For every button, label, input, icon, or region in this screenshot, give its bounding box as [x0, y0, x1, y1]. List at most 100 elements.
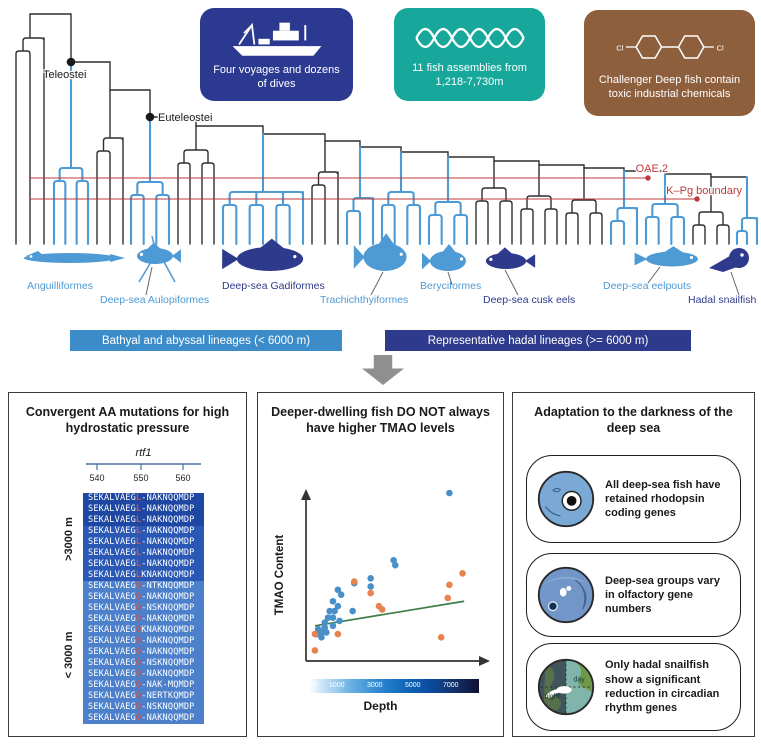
- info-box-voyages-text: Four voyages and dozens of dives: [213, 64, 340, 90]
- tree-clade: [692, 176, 730, 245]
- teleostei-label: Teleostei: [43, 69, 86, 81]
- scatter-point-bathyal_abyssal: [329, 614, 337, 621]
- sequence-alignment: SEKALVAEGL-NAKNQQMDP SEKALVAEGL-NAKNQQMDP…: [83, 493, 204, 724]
- day-night-globe-icon: day night: [537, 658, 595, 716]
- tree-clade-deep-sea-cusk-eels: [475, 160, 513, 245]
- mutated-residue: Q: [135, 592, 142, 602]
- mutated-residue: Q: [135, 702, 142, 712]
- fish-label-deep-sea-eelpouts: Deep-sea eelpouts: [603, 280, 691, 292]
- tree-clade: [345, 145, 375, 246]
- dna-helix-icon: [414, 28, 525, 49]
- fish-label-beryciformes: Beryciformes: [420, 280, 481, 292]
- colorbar-tick-label: 0: [313, 682, 317, 689]
- depth-colorbar: 0 1000 3000 5000 7000: [309, 679, 479, 693]
- tree-clade-hadal-snailfish: [735, 175, 759, 246]
- mutated-residue: Q: [135, 614, 142, 624]
- fish-callout-line: [730, 271, 740, 296]
- colorbar-tick-label: 1000: [329, 682, 345, 689]
- panel-tmao: Deeper-dwelling fish DO NOT always have …: [257, 392, 504, 737]
- tree-clade: [311, 140, 339, 245]
- tree-clade: [520, 164, 558, 245]
- legend-bathyal-label: Bathyal and abyssal lineages (< 6000 m): [101, 334, 311, 347]
- scatter-point-hadal: [444, 594, 452, 602]
- colorbar-tick-label: 3000: [367, 682, 383, 689]
- tree-clade-deep-sea-aulopiformes: [129, 115, 171, 246]
- gene-name: rtf1: [135, 447, 152, 459]
- tree-clade-beryciformes: [427, 155, 469, 246]
- mutated-residue: Q: [135, 636, 142, 646]
- scatter-point-bathyal_abyssal: [391, 561, 399, 569]
- adaptation-item-circadian: day night Only hadal snailfish show a si…: [526, 643, 741, 731]
- group-label-deep: >3000 m: [63, 517, 75, 561]
- colorbar-tick-label: 5000: [405, 682, 421, 689]
- scatter-point-bathyal_abyssal: [321, 619, 329, 626]
- scatter-point-bathyal_abyssal: [326, 607, 333, 615]
- fish-callout-line: [447, 271, 453, 286]
- y-axis-arrow: [301, 489, 311, 500]
- scatter-point-hadal: [311, 647, 319, 654]
- pcb-molecule-icon: Cl Cl: [616, 34, 724, 59]
- alignment-row: SEKALVAEGQ-NTKNQQMDP: [83, 581, 204, 592]
- tree-clade: [15, 13, 45, 245]
- mutated-residue: L: [135, 559, 142, 569]
- alignment-row: SEKALVAEGQ-NSKNQQMDP: [83, 658, 204, 669]
- scatter-point-bathyal_abyssal: [329, 597, 337, 605]
- info-box-assemblies-text: 11 fish assemblies from 1,218-7,730m: [412, 62, 527, 88]
- fish-trachichthyiformes: [353, 233, 407, 271]
- adaptation-text-circadian: Only hadal snailfish show a significant …: [605, 659, 720, 715]
- fish-label-anguilliformes: Anguilliformes: [27, 280, 93, 292]
- tree-clade-trachichthyiformes: [380, 150, 422, 246]
- mutated-residue: L: [135, 537, 142, 547]
- fish-callout-line: [647, 266, 661, 284]
- tree-clade: [565, 167, 603, 245]
- olfactory-fish-icon: [537, 566, 595, 624]
- info-box-chemicals-text: Challenger Deep fish contain toxic indus…: [598, 73, 741, 100]
- alignment-row: SEKALVAEGL-NAKNQQMDP: [83, 515, 204, 526]
- fish-label-deep-sea-aulopiformes: Deep-sea Aulopiformes: [100, 294, 209, 306]
- fish-hadal-snailfish: [709, 248, 749, 272]
- fish-label-trachichthyiformes: Trachichthyiformes: [320, 294, 408, 306]
- alignment-row: SEKALVAEGL-NAKNQQMDP: [83, 526, 204, 537]
- alignment-row: SEKALVAEGQ-NAKNQQMDP: [83, 592, 204, 603]
- mutated-residue: L: [135, 548, 142, 558]
- alignment-row: SEKALVAEGLKNAKNQQMDP: [83, 570, 204, 581]
- alignment-row: SEKALVAEGL-NAKNQQMDP: [83, 548, 204, 559]
- tree-clade-anguilliformes: [52, 60, 90, 246]
- tree-clade: [177, 125, 215, 245]
- mutated-residue: L: [135, 526, 142, 536]
- scatter-point-hadal: [437, 634, 445, 641]
- alignment-row: SEKALVAEGL-NAKNQQMDP: [83, 493, 204, 504]
- info-box-voyages: Four voyages and dozens of dives: [200, 8, 353, 101]
- fish-callout-line: [145, 266, 153, 296]
- tree-clade: [609, 169, 639, 246]
- alignment-row: SEKALVAEGQ-NAKNQQMDP: [83, 647, 204, 658]
- panel-darkness: Adaptation to the darkness of the deep s…: [512, 392, 755, 737]
- mutated-residue: L: [135, 504, 142, 514]
- adaptation-text-rhodopsin: All deep-sea fish have retained rhodopsi…: [605, 478, 721, 520]
- cl-label-left: Cl: [616, 43, 623, 52]
- scatter-point-hadal: [446, 581, 453, 589]
- fish-anguilliformes: [24, 251, 125, 263]
- mutated-residue: Q: [135, 713, 142, 723]
- group-label-shallow: < 3000 m: [63, 631, 75, 679]
- rhodopsin-eye-icon: [537, 470, 595, 528]
- adaptation-item-rhodopsin: All deep-sea fish have retained rhodopsi…: [526, 455, 741, 543]
- scatter-point-bathyal_abyssal: [329, 622, 337, 630]
- alignment-row: SEKALVAEGL-NAKNQQMDP: [83, 559, 204, 570]
- tree-clade-deep-sea-gadiformes: [221, 132, 305, 246]
- adaptation-text-olfactory: Deep-sea groups vary in olfactory gene n…: [605, 574, 720, 616]
- alignment-row: SEKALVAEGQ-NAKNQQMDP: [83, 669, 204, 680]
- legend-hadal: Representative hadal lineages (>= 6000 m…: [385, 330, 691, 351]
- x-axis-arrow: [479, 656, 490, 666]
- alignment-row: SEKALVAEGQ-NERTKQMDP: [83, 691, 204, 702]
- alignment-row: SEKALVAEGQ-NAKNQQMDP: [83, 614, 204, 625]
- info-box-assemblies: 11 fish assemblies from 1,218-7,730m: [394, 8, 545, 101]
- info-box-chemicals: Cl Cl Challenger Deep fish contain toxic…: [584, 10, 755, 116]
- cl-label-right: Cl: [716, 43, 723, 52]
- mutated-residue: L: [135, 493, 142, 503]
- tree-clade: [96, 89, 124, 245]
- scatter-point-bathyal_abyssal: [336, 617, 343, 625]
- scatter-point-bathyal_abyssal: [367, 583, 374, 590]
- mutated-residue: L: [135, 515, 142, 525]
